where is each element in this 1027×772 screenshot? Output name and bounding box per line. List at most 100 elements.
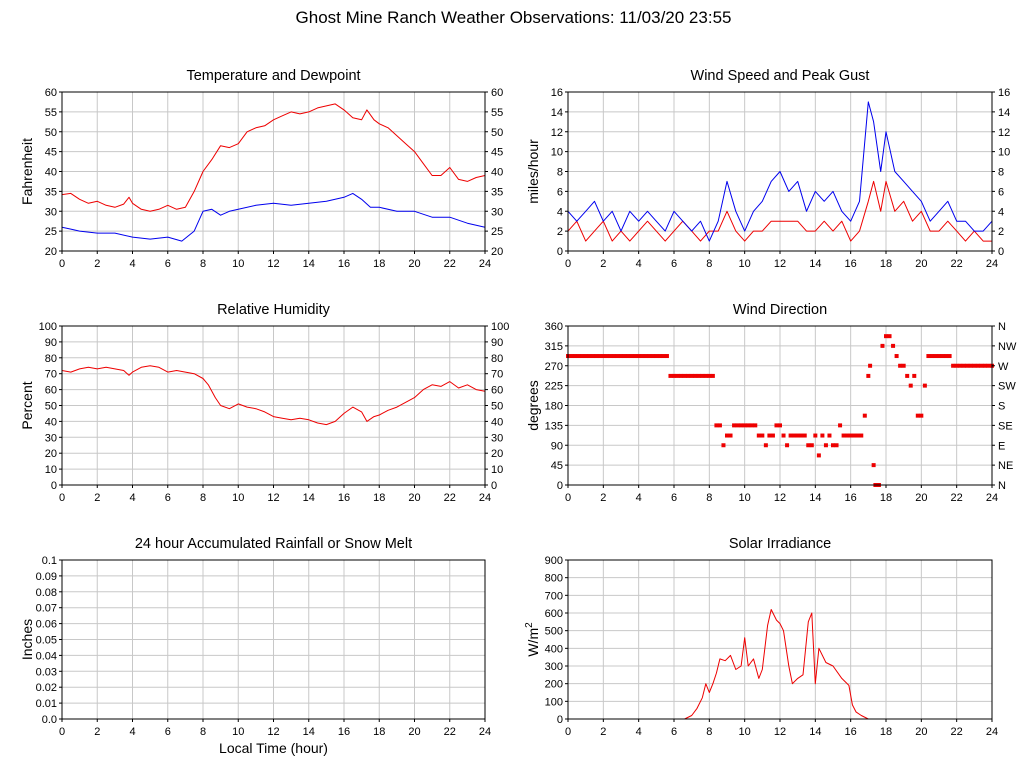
wind-direction-point xyxy=(657,354,662,359)
wind-direction-point xyxy=(693,373,698,378)
right-tick-label: 2 xyxy=(998,226,1004,238)
wind-direction-point xyxy=(640,354,645,359)
x-tick-label: 18 xyxy=(880,258,892,270)
right-tick-label: 60 xyxy=(491,87,503,99)
right-tick-label: 90 xyxy=(491,337,503,349)
right-tick-label: 30 xyxy=(491,206,503,218)
y-tick-label: 55 xyxy=(45,107,57,119)
y-tick-label: 45 xyxy=(551,460,563,472)
x-tick-label: 20 xyxy=(408,492,420,504)
wind-direction-point xyxy=(859,433,864,438)
wind-direction-point xyxy=(650,354,655,359)
x-tick-label: 0 xyxy=(565,258,571,270)
y-tick-label: 16 xyxy=(551,87,563,99)
x-tick-label: 12 xyxy=(774,726,786,738)
x-tick-label: 22 xyxy=(444,258,456,270)
y-tick-label: 60 xyxy=(45,385,57,397)
x-tick-label: 2 xyxy=(600,726,606,738)
wind-direction-point xyxy=(975,363,980,368)
series-line xyxy=(568,609,992,720)
wind-direction-point xyxy=(841,433,846,438)
x-tick-label: 6 xyxy=(671,726,677,738)
wind-direction-point xyxy=(982,363,987,368)
wind-direction-point xyxy=(788,433,793,438)
chart-title: Wind Speed and Peak Gust xyxy=(691,68,870,84)
x-tick-label: 12 xyxy=(267,258,279,270)
right-tick-label: 20 xyxy=(491,246,503,258)
right-tick-label: 45 xyxy=(491,147,503,159)
wind-direction-point xyxy=(661,354,666,359)
right-tick-label: 16 xyxy=(998,87,1010,99)
x-tick-label: 24 xyxy=(986,258,998,270)
wind-direction-point xyxy=(583,354,588,359)
x-tick-label: 20 xyxy=(915,726,927,738)
wind-direction-point xyxy=(742,423,747,428)
right-tick-label: 10 xyxy=(491,464,503,476)
y-tick-label: 0.1 xyxy=(42,555,57,567)
y-axis-label-text: W/m xyxy=(525,628,541,657)
right-tick-label: 55 xyxy=(491,107,503,119)
wind-direction-point xyxy=(831,443,835,448)
x-tick-label: 14 xyxy=(809,492,821,504)
x-tick-label: 16 xyxy=(845,492,857,504)
wind-direction-point xyxy=(735,423,740,428)
y-tick-label: 8 xyxy=(557,167,563,179)
wind-direction-point xyxy=(785,443,790,448)
wind-direction-point xyxy=(965,363,970,368)
x-tick-label: 20 xyxy=(915,492,927,504)
x-tick-label: 24 xyxy=(479,258,491,270)
y-tick-label: 14 xyxy=(551,107,563,119)
wind-direction-point xyxy=(763,443,768,448)
wind-direction-point xyxy=(905,373,910,378)
wind-direction-point xyxy=(633,354,638,359)
series-line xyxy=(61,103,486,212)
wind-direction-point xyxy=(732,423,737,428)
wind-direction-point xyxy=(626,354,631,359)
x-tick-label: 0 xyxy=(59,492,65,504)
wind-direction-point xyxy=(802,433,807,438)
y-tick-label: 0.04 xyxy=(36,650,57,662)
wind-direction-point xyxy=(601,354,606,359)
x-tick-label: 10 xyxy=(739,726,751,738)
wind-direction-point xyxy=(576,354,581,359)
y-tick-label: 0 xyxy=(51,480,57,492)
x-tick-label: 8 xyxy=(706,258,712,270)
x-tick-label: 8 xyxy=(200,726,206,738)
wind-direction-point xyxy=(569,354,574,359)
y-tick-label: 4 xyxy=(557,206,563,218)
wind-direction-point xyxy=(721,443,726,448)
wind-direction-point xyxy=(622,354,627,359)
series-line xyxy=(567,101,993,242)
wind-direction-point xyxy=(728,433,733,438)
y-tick-label: 900 xyxy=(545,555,563,567)
right-tick-label: 4 xyxy=(998,206,1004,218)
wind-direction-point xyxy=(608,354,613,359)
y-tick-label: 0.0 xyxy=(42,714,57,726)
y-tick-label: 0.03 xyxy=(36,666,57,678)
x-tick-label: 22 xyxy=(444,726,456,738)
right-tick-label: 10 xyxy=(998,147,1010,159)
wind-direction-point xyxy=(725,433,729,438)
x-tick-label: 16 xyxy=(338,492,350,504)
wind-direction-point xyxy=(774,423,779,428)
x-tick-label: 24 xyxy=(479,726,491,738)
wind-direction-point xyxy=(834,443,839,448)
y-tick-label: 30 xyxy=(45,206,57,218)
wind-direction-point xyxy=(643,354,648,359)
wind-direction-point xyxy=(664,354,669,359)
x-tick-label: 20 xyxy=(408,258,420,270)
x-tick-label: 12 xyxy=(774,258,786,270)
y-tick-label: 0.09 xyxy=(36,571,57,583)
wind-direction-point xyxy=(679,373,684,378)
x-tick-label: 8 xyxy=(706,726,712,738)
right-tick-label: 35 xyxy=(491,186,503,198)
series-line xyxy=(61,365,486,426)
wind-direction-point xyxy=(958,363,963,368)
wind-direction-point xyxy=(707,373,712,378)
wind-direction-point xyxy=(852,433,857,438)
y-tick-label: 100 xyxy=(39,321,57,333)
wind-direction-point xyxy=(884,334,888,339)
wind-direction-point xyxy=(703,373,708,378)
wind-direction-point xyxy=(838,423,843,428)
